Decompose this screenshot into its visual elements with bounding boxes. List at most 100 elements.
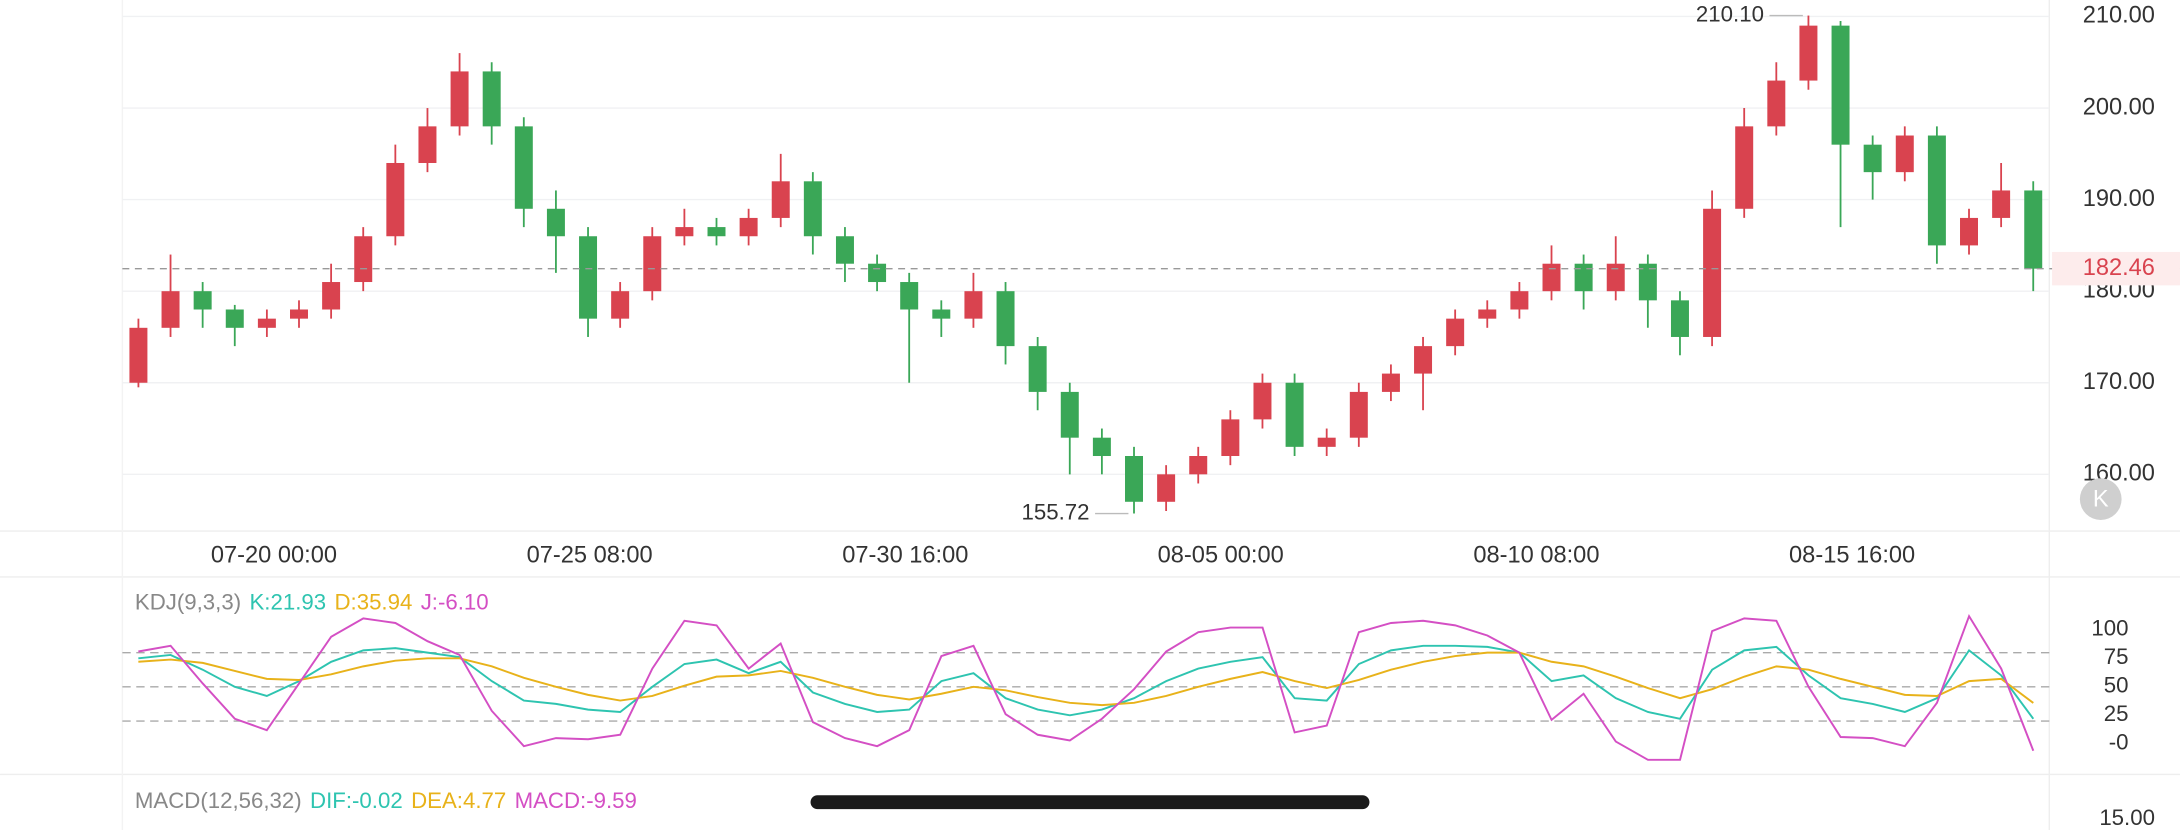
- plot-layer: 160.00170.00180.00190.00200.00210.0007-2…: [122, 1, 2180, 830]
- legend-entry: D:35.94: [334, 589, 412, 614]
- indicator-line: [138, 613, 2035, 761]
- candle-body: [1927, 135, 1946, 246]
- candle-body: [225, 309, 244, 328]
- candle-body: [1767, 80, 1786, 127]
- candle-body: [1799, 25, 1818, 81]
- candle-body: [1189, 456, 1208, 475]
- candle-body: [1221, 419, 1240, 457]
- y-tick-label: 50: [2104, 673, 2129, 698]
- candle-body: [1478, 309, 1497, 319]
- panel-title-text: MACD(12,56,32): [135, 788, 302, 813]
- candle-body: [546, 208, 565, 237]
- candle-body: [193, 291, 212, 310]
- panel-title: KDJ(9,3,3) K:21.93 D:35.94 J:-6.10: [135, 589, 489, 614]
- candle-body: [1831, 25, 1850, 145]
- candle-body: [1285, 382, 1304, 447]
- candle-body: [1574, 263, 1593, 292]
- candle-body: [579, 236, 598, 319]
- candle-body: [1510, 291, 1529, 310]
- candle-body: [611, 291, 630, 319]
- k-button-label[interactable]: K: [2093, 487, 2109, 513]
- candle-body: [1028, 346, 1047, 392]
- candle-body: [739, 217, 758, 237]
- candle-body: [450, 71, 469, 127]
- candle-body: [1414, 346, 1433, 374]
- candle-body: [1670, 300, 1689, 337]
- panel: MACD(12,56,32) DIF:-0.02 DEA:4.77 MACD:-9.5…: [135, 788, 2155, 830]
- candle-body: [996, 291, 1015, 347]
- candle-body: [386, 162, 405, 237]
- candle-body: [900, 282, 919, 310]
- candle-body: [1253, 382, 1272, 420]
- candle-body: [964, 291, 983, 319]
- candle-body: [514, 126, 533, 209]
- x-tick-label: 07-30 16:00: [842, 542, 968, 568]
- candle-body: [1638, 263, 1657, 301]
- candle-body: [290, 309, 308, 319]
- indicator-line: [138, 644, 2035, 720]
- candle-body: [1157, 474, 1176, 502]
- y-tick-label: -0: [2109, 730, 2129, 755]
- y-tick-label: 75: [2104, 644, 2129, 669]
- candle-body: [868, 263, 887, 283]
- k-button[interactable]: [2079, 478, 2122, 520]
- candle-body: [1863, 144, 1882, 173]
- candle-body: [1349, 391, 1368, 438]
- candle-body: [1092, 437, 1111, 457]
- candle-body: [322, 282, 341, 310]
- candle-body: [1446, 318, 1465, 347]
- candle-body: [643, 236, 662, 292]
- home-indicator: [810, 795, 1370, 810]
- last-price-label: 182.46: [2083, 255, 2155, 281]
- x-tick-label: 07-25 08:00: [527, 542, 653, 568]
- candle-body: [1381, 373, 1400, 392]
- candle-body: [835, 236, 854, 264]
- y-tick-label: 25: [2104, 701, 2129, 726]
- y-tick-label: 170.00: [2083, 369, 2155, 395]
- candle-body: [1125, 456, 1143, 502]
- annotation-label: 155.72: [1021, 499, 1089, 524]
- candle-body: [1895, 135, 1914, 173]
- y-tick-label: 15.00: [2099, 805, 2155, 830]
- y-tick-label: 210.00: [2083, 3, 2155, 29]
- candle-body: [418, 126, 437, 163]
- x-tick-label: 08-10 08:00: [1473, 542, 1599, 568]
- legend-entry: DEA:4.77: [411, 788, 506, 813]
- candle-body: [803, 181, 822, 237]
- candle-body: [1960, 217, 1978, 246]
- y-tick-label: 200.00: [2083, 94, 2155, 120]
- candle-body: [1060, 391, 1079, 438]
- indicator-line: [138, 651, 2034, 707]
- candle-body: [675, 227, 694, 237]
- y-tick-label: 100: [2091, 616, 2128, 641]
- panel-title-text: KDJ(9,3,3): [135, 589, 241, 614]
- panel: 160.00170.00180.00190.00200.00210.0007-2…: [122, 1, 2180, 568]
- last-price-box: [2052, 251, 2180, 286]
- legend-entry: K:21.93: [249, 589, 326, 614]
- candle-body: [1606, 263, 1625, 292]
- candle-body: [257, 318, 276, 328]
- candle-body: [354, 236, 373, 283]
- legend-entry: J:-6.10: [421, 589, 489, 614]
- candle-body: [2024, 190, 2043, 269]
- candle-body: [1317, 437, 1336, 447]
- legend-entry: DIF:-0.02: [310, 788, 403, 813]
- candle-body: [482, 71, 501, 127]
- panel: KDJ(9,3,3) K:21.93 D:35.94 J:-6.10 100 75 50 25…: [122, 589, 2129, 761]
- x-tick-label: 08-05 00:00: [1158, 542, 1284, 568]
- candle-body: [129, 327, 148, 383]
- x-tick-label: 07-20 00:00: [211, 542, 337, 568]
- candle-body: [932, 309, 951, 319]
- panel-title: MACD(12,56,32) DIF:-0.02 DEA:4.77 MACD:-9.5…: [135, 788, 637, 813]
- candle-body: [707, 227, 726, 237]
- candle-body: [1992, 190, 2011, 218]
- candle-body: [1542, 263, 1561, 292]
- candle-body: [1703, 208, 1722, 337]
- candle-body: [161, 291, 180, 328]
- candle-body: [771, 181, 790, 218]
- legend-entry: MACD:-9.59: [515, 788, 637, 813]
- x-tick-label: 08-15 16:00: [1789, 542, 1915, 568]
- y-tick-label: 190.00: [2083, 186, 2155, 212]
